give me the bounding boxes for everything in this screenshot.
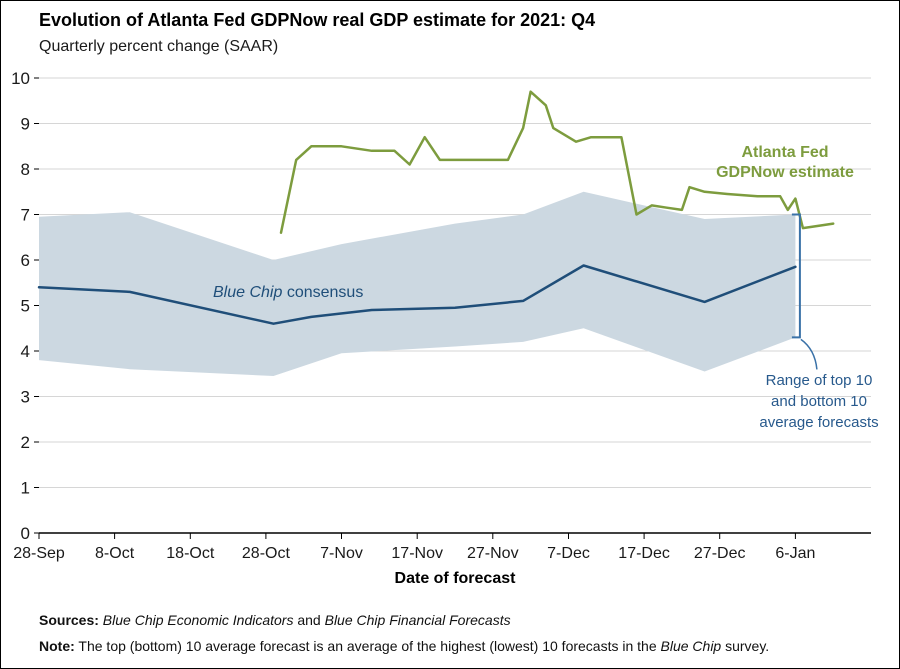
series-lines [37, 90, 835, 325]
x-tick-label: 18-Oct [166, 545, 215, 562]
y-tick-label: 10 [11, 69, 30, 88]
gdpnow-annotation: Atlanta Fed GDPNow estimate [699, 143, 871, 183]
y-tick-label: 5 [21, 297, 30, 316]
y-tick-label: 3 [21, 388, 30, 407]
note-label: Note: [39, 638, 75, 654]
x-tick-label: 28-Sep [13, 545, 65, 562]
y-tick-label: 6 [21, 251, 30, 270]
x-tick-label: 17-Nov [391, 545, 443, 562]
axes-and-ticks: 28-Sep 8-Oct 18-Oct 28-Oct 7-Nov 17-Nov 27-Nov… [11, 69, 871, 562]
range-bracket-shape [791, 213, 801, 339]
x-axis-title: Date of forecast [394, 570, 516, 587]
gdpnow-annotation-line2: GDPNow estimate [716, 164, 854, 181]
x-tick-label: 27-Nov [467, 545, 519, 562]
range-annotation-line3: average forecasts [759, 414, 879, 431]
y-tick-label: 9 [21, 115, 30, 134]
chart-subtitle: Quarterly percent change (SAAR) [39, 38, 279, 55]
x-tick-label: 28-Oct [242, 545, 291, 562]
consensus-annotation-italic: Blue Chip [213, 284, 283, 301]
y-tick-label: 7 [21, 206, 30, 225]
note-text2: survey. [721, 638, 770, 654]
series-line-atlanta-fed-gdpnow-estimate [279, 90, 835, 234]
y-tick-label: 2 [21, 433, 30, 452]
range-annotation-line1: Range of top 10 [765, 372, 873, 389]
range-annotation-line2: and bottom 10 [771, 393, 867, 410]
sources-label: Sources: [39, 612, 99, 628]
sources-line: Sources: Blue Chip Economic Indicators a… [39, 607, 769, 633]
range-annotation: Range of top 10 and bottom 10 average fo… [745, 370, 893, 433]
note-text1: The top (bottom) 10 average forecast is … [74, 638, 661, 654]
y-tick-label: 4 [21, 342, 30, 361]
range-callout-line [800, 338, 818, 370]
y-tick-label: 0 [21, 524, 30, 543]
y-tick-label: 8 [21, 160, 30, 179]
series-line-blue-chip-consensus [37, 264, 797, 325]
note-italic: Blue Chip [660, 638, 722, 654]
footnotes: Sources: Blue Chip Economic Indicators a… [39, 607, 769, 659]
sources-part2: Blue Chip Financial Forecasts [324, 612, 511, 628]
note-line: Note: The top (bottom) 10 average foreca… [39, 633, 769, 659]
sources-part1: Blue Chip Economic Indicators [98, 612, 294, 628]
gdpnow-annotation-line1: Atlanta Fed [741, 144, 829, 161]
consensus-annotation: Blue Chip consensus [213, 284, 363, 302]
x-tick-label: 8-Oct [95, 545, 135, 562]
consensus-annotation-rest: consensus [282, 284, 364, 301]
y-tick-label: 1 [21, 479, 30, 498]
x-tick-label: 6-Jan [775, 545, 815, 562]
x-tick-label: 7-Nov [320, 545, 363, 562]
range-bracket [791, 213, 818, 370]
forecast-range-area [39, 191, 796, 376]
x-tick-label: 27-Dec [694, 545, 746, 562]
x-tick-label: 7-Dec [547, 545, 590, 562]
sources-joiner: and [293, 612, 325, 628]
x-tick-label: 17-Dec [618, 545, 670, 562]
forecast-range-band [39, 191, 796, 376]
gridlines [39, 77, 871, 488]
chart-title: Evolution of Atlanta Fed GDPNow real GDP… [39, 10, 596, 30]
